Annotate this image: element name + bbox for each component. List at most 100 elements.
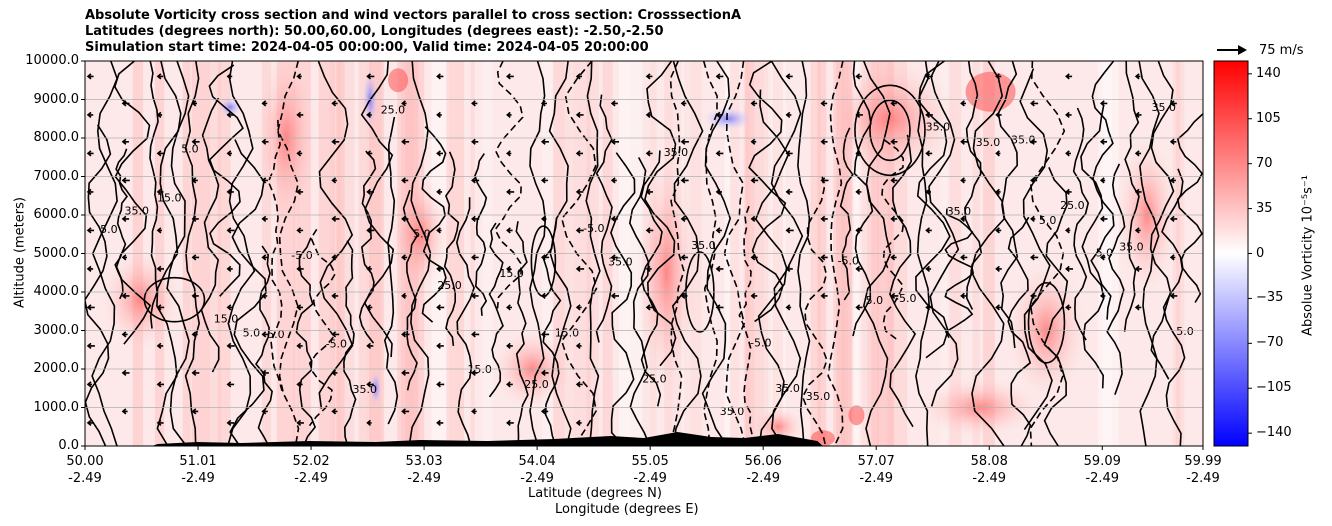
wind-vector: [506, 304, 512, 311]
wind-vector: [855, 73, 862, 80]
wind-vector: [121, 138, 129, 145]
wind-vector: [401, 254, 408, 261]
wind-vector: [575, 227, 584, 234]
contour-label: -5.0: [838, 255, 859, 268]
wind-vector: [1065, 188, 1072, 196]
wind-vector: [1169, 100, 1177, 107]
wind-vector: [86, 304, 95, 311]
title-line-2: Latitudes (degrees north): 50.00,60.00, …: [85, 24, 664, 39]
contour-label: 5.0: [1039, 214, 1057, 227]
wind-vector: [645, 304, 654, 311]
negative-vorticity-region: [702, 106, 753, 131]
contour-line: [548, 61, 572, 446]
wind-vector: [261, 292, 268, 300]
contour-line: [640, 150, 663, 407]
wind-vector: [261, 254, 268, 261]
vorticity-band: [672, 61, 691, 446]
wind-vector: [261, 215, 268, 223]
wind-vector: [471, 331, 480, 338]
vorticity-band: [862, 61, 877, 446]
wind-vector: [191, 369, 200, 377]
wind-vector: [995, 227, 1002, 234]
wind-vector: [890, 177, 898, 184]
y-axis-label: Altitude (meters): [12, 197, 28, 308]
wind-vector: [820, 100, 828, 107]
contour-line: [1176, 112, 1203, 303]
wind-vector: [820, 292, 828, 300]
wind-vector: [296, 73, 302, 80]
contour-line: [889, 134, 917, 428]
wind-vector: [261, 369, 269, 377]
contour-closed: [143, 276, 206, 323]
x-tick-lon: -2.49: [972, 471, 1007, 486]
wind-vector: [366, 188, 374, 196]
wind-vector: [366, 381, 374, 388]
wind-vector: [645, 150, 653, 157]
wind-vector: [401, 100, 407, 107]
contour-line: [277, 61, 300, 446]
wind-vector: [925, 73, 933, 80]
contour-label: 35.0: [664, 146, 689, 159]
vorticity-band: [887, 61, 908, 446]
wind-vector: [191, 100, 197, 107]
wind-vector: [610, 177, 617, 184]
contour-label: 5.0: [100, 223, 118, 236]
vorticity-band: [1175, 61, 1181, 446]
contour-line: [255, 245, 273, 446]
colorbar-tick-label: 105: [1256, 110, 1281, 126]
vorticity-band: [871, 61, 879, 446]
wind-vector: [226, 304, 232, 311]
x-tick-label: 53.03 -2.49: [394, 453, 454, 487]
vorticity-band: [847, 61, 854, 446]
x-tick-lat: 54.04: [518, 454, 556, 469]
wind-vector: [261, 177, 268, 184]
wind-vector: [121, 369, 130, 377]
contour-line: [208, 64, 244, 297]
wind-vector: [960, 215, 966, 223]
contour-label: 35.0: [608, 256, 633, 269]
wind-vector: [261, 138, 269, 145]
vorticity-band: [358, 61, 369, 446]
wind-vector: [156, 150, 165, 157]
x-tick-lon: -2.49: [68, 471, 102, 486]
x-tick-lat: 52.02: [292, 454, 330, 469]
wind-vector: [156, 188, 164, 196]
x-tick-lon: -2.49: [1085, 471, 1120, 486]
contour-line: [229, 139, 267, 446]
wind-vector: [471, 215, 480, 223]
wind-vector: [995, 73, 1002, 80]
wind-vector: [121, 331, 128, 338]
wind-vector: [820, 138, 828, 145]
contour-line: [644, 61, 677, 367]
wind-vector: [366, 111, 372, 119]
wind-vector: [540, 100, 547, 107]
wind-vector: [1030, 138, 1037, 145]
y-tick-label: 8000.0: [33, 130, 80, 145]
contour-line: [85, 124, 112, 446]
vorticity-band: [730, 61, 740, 446]
wind-vector: [191, 177, 198, 184]
vorticity-band: [297, 61, 311, 446]
contour-label: 5.0: [181, 142, 199, 155]
vorticity-band: [602, 61, 613, 446]
wind-vector: [436, 111, 442, 119]
wind-vector: [785, 188, 793, 196]
title-line-1: Absolute Vorticity cross section and win…: [85, 8, 742, 23]
vorticity-band: [844, 61, 860, 446]
vorticity-band: [553, 61, 565, 446]
wind-vector: [401, 408, 410, 415]
x-tick-label: 56.06 -2.49: [733, 453, 793, 487]
wind-vector: [785, 227, 794, 234]
contour-label: 35.0: [691, 239, 716, 252]
contour-label: 15.0: [467, 363, 492, 376]
contour-line: [114, 148, 128, 300]
colorbar-tick-label: −105: [1256, 380, 1292, 396]
wind-vector: [750, 100, 758, 107]
wind-vector: [960, 138, 969, 145]
contour-line: [560, 61, 598, 446]
contour-line: [964, 61, 983, 310]
contour-line: [1090, 61, 1115, 320]
wind-vector: [401, 369, 410, 377]
contour-line: [1072, 107, 1090, 341]
vorticity-band: [940, 61, 948, 446]
